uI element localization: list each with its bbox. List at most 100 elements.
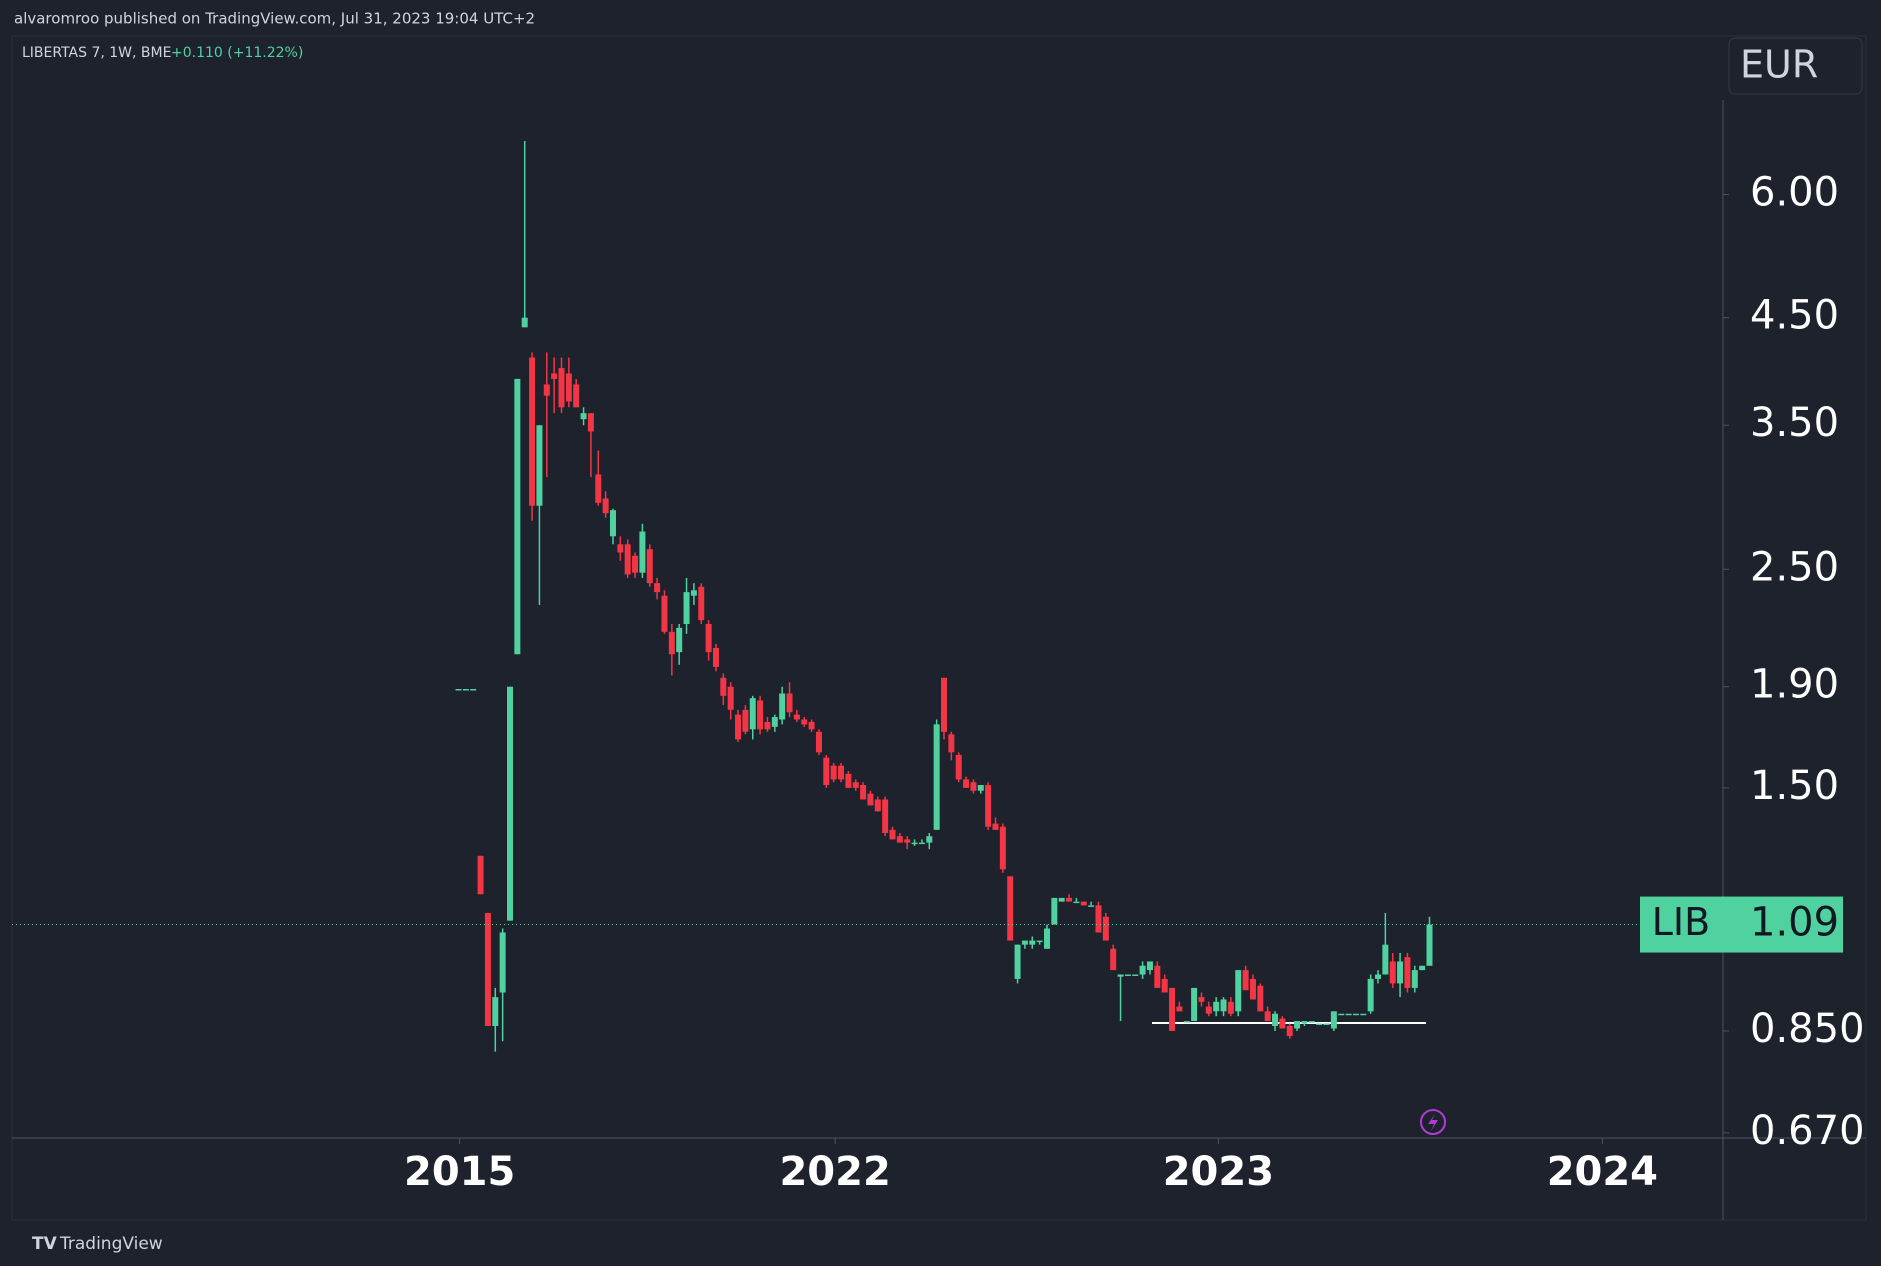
candle-body — [1043, 928, 1050, 949]
candle-body — [1102, 916, 1109, 941]
candle-body — [1411, 970, 1418, 988]
candle-body — [1404, 957, 1411, 988]
candle-body — [529, 357, 536, 506]
candle-body — [1110, 948, 1117, 971]
x-tick-label: 2024 — [1547, 1149, 1658, 1195]
candle-body — [1124, 974, 1131, 976]
x-tick-label: 2022 — [779, 1149, 890, 1195]
candle-body — [823, 757, 830, 786]
candle-body — [1036, 940, 1043, 943]
candle-body — [749, 698, 756, 730]
candle-body — [632, 555, 639, 573]
candle-body — [933, 724, 940, 830]
currency-label[interactable]: EUR — [1740, 43, 1818, 87]
candle-body — [1360, 1013, 1367, 1016]
tv-logo: TV — [32, 1234, 58, 1254]
candle-body — [1345, 1013, 1352, 1016]
candle-body — [536, 425, 543, 506]
candle-body — [941, 677, 948, 732]
publisher-line: alvaromroo published on TradingView.com,… — [14, 10, 535, 28]
candle-body — [462, 688, 469, 691]
last-price-badge — [1723, 896, 1843, 953]
candle-body — [779, 693, 786, 720]
candle-body — [698, 586, 705, 621]
candle-body — [1029, 940, 1036, 945]
y-tick-label: 0.850 — [1750, 1006, 1865, 1052]
currency-button[interactable] — [1728, 37, 1863, 95]
candle-body — [1095, 905, 1102, 933]
ticker-label: LIB — [1652, 900, 1710, 944]
y-tick-label: 1.90 — [1750, 662, 1839, 708]
candle-body — [926, 836, 933, 843]
candle-body — [1161, 978, 1168, 993]
candle-body — [1139, 965, 1146, 975]
candle-body — [654, 583, 661, 593]
legend-symbol: LIBERTAS 7, 1W, BME — [22, 45, 171, 61]
candle-body — [955, 754, 962, 780]
candle-body — [1316, 1023, 1323, 1026]
candle-body — [1066, 897, 1073, 902]
candle-body — [661, 595, 668, 632]
candle-body — [1080, 901, 1087, 906]
candle-body — [1088, 905, 1095, 907]
candle-body — [455, 688, 462, 691]
event-icon[interactable] — [1420, 1109, 1446, 1135]
candle-body — [889, 829, 896, 840]
candle-body — [470, 688, 477, 691]
candle-body — [551, 373, 558, 379]
candle-body — [1330, 1011, 1337, 1029]
candle-body — [963, 779, 970, 788]
candle-body — [1264, 1011, 1271, 1022]
candle-body — [558, 368, 565, 408]
candle-body — [1308, 1021, 1315, 1023]
candle-body — [1073, 901, 1080, 904]
candle-body — [1014, 944, 1021, 979]
candle-body — [735, 714, 742, 740]
candle-body — [1154, 965, 1161, 988]
candle-body — [646, 549, 653, 584]
y-tick-label: 0.670 — [1750, 1108, 1865, 1154]
candle-body — [499, 932, 506, 993]
footer-brand: TradingView — [59, 1234, 163, 1254]
candle-body — [1227, 1001, 1234, 1014]
y-tick-label: 2.50 — [1750, 544, 1839, 590]
candle-body — [1419, 965, 1426, 971]
candle-body — [1301, 1021, 1308, 1024]
candle-body — [1249, 978, 1256, 1000]
candle-body — [808, 721, 815, 730]
candle-body — [860, 785, 867, 800]
candle-body — [565, 373, 572, 402]
last-price-label: 1.09 — [1750, 900, 1839, 946]
candle-body — [1367, 978, 1374, 1012]
candle-body — [477, 855, 484, 895]
candle-body — [1198, 997, 1205, 1002]
candle-body — [852, 782, 859, 788]
candle-body — [705, 623, 712, 653]
candle-body — [580, 413, 587, 420]
event-icon-bolt — [1428, 1114, 1438, 1131]
candle-body — [771, 717, 778, 727]
y-tick-label: 1.50 — [1750, 763, 1839, 809]
candle-body — [904, 839, 911, 843]
candle-body — [492, 997, 499, 1027]
candle-body — [727, 686, 734, 710]
candle-body — [742, 709, 749, 732]
candle-body — [1213, 1001, 1220, 1012]
x-tick-label: 2015 — [404, 1149, 515, 1195]
candle-body — [1220, 999, 1227, 1012]
candle-body — [845, 773, 852, 788]
candle-body — [1169, 987, 1176, 1032]
candle-body — [1191, 987, 1198, 1022]
candle-body — [948, 734, 955, 753]
candle-body — [1235, 970, 1242, 1012]
candle-body — [543, 384, 550, 396]
candle-body — [1205, 1006, 1212, 1014]
candle-body — [1257, 985, 1264, 1012]
candle-body — [639, 531, 646, 573]
candle-body — [999, 826, 1006, 870]
candle-body — [720, 677, 727, 696]
candle-body — [1176, 1006, 1183, 1012]
y-tick-label: 4.50 — [1750, 293, 1839, 339]
x-tick-label: 2023 — [1163, 1149, 1274, 1195]
